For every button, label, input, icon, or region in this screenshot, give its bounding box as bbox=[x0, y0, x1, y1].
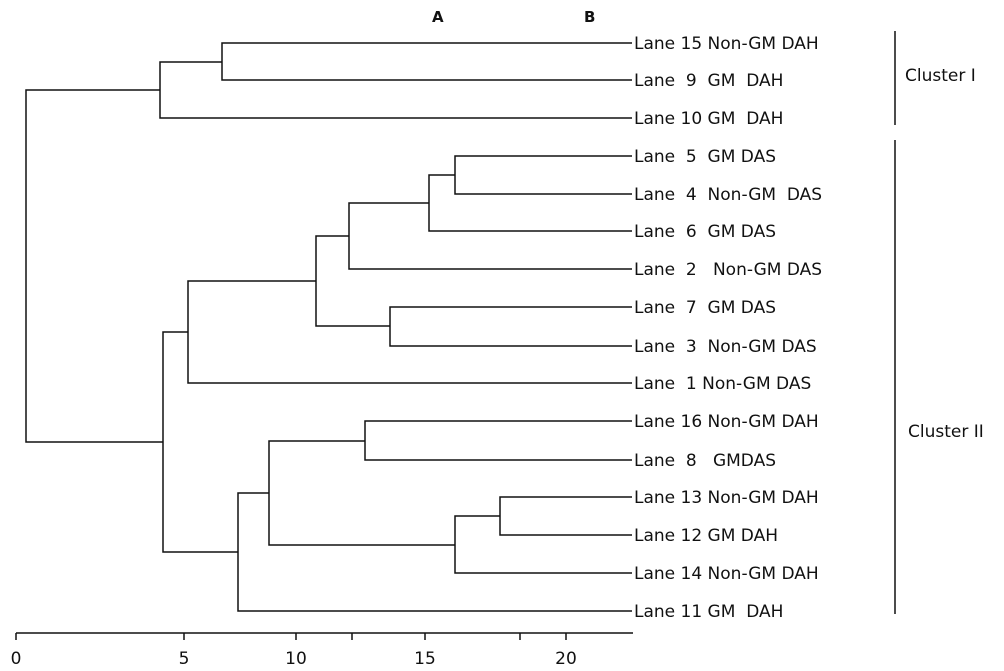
leaf-label: Lane 8 GMDAS bbox=[634, 451, 776, 471]
link-7-3 bbox=[389, 306, 632, 347]
x-tick-label: 10 bbox=[285, 649, 307, 669]
link-54-6 bbox=[428, 174, 632, 232]
column-header-a: A bbox=[432, 8, 444, 26]
link-das-sub bbox=[315, 235, 390, 327]
leaf-label: Lane 13 Non-GM DAH bbox=[634, 488, 819, 508]
leaf-label: Lane 5 GM DAS bbox=[634, 147, 776, 167]
leaf-label: Lane 10 GM DAH bbox=[634, 109, 783, 129]
leaf-label: Lane 11 GM DAH bbox=[634, 602, 783, 622]
link-16-8 bbox=[364, 420, 632, 461]
leaf-label: Lane 14 Non-GM DAH bbox=[634, 564, 819, 584]
link-c1 bbox=[159, 61, 632, 119]
link-546-2 bbox=[348, 202, 632, 270]
link-root bbox=[25, 89, 163, 443]
x-tick-label: 15 bbox=[414, 649, 436, 669]
tree-links bbox=[25, 42, 632, 612]
leaf-label: Lane 1 Non-GM DAS bbox=[634, 374, 811, 394]
link-das-1 bbox=[187, 280, 632, 384]
link-1312-14 bbox=[454, 515, 632, 574]
link-5-4 bbox=[454, 155, 632, 195]
x-tick-label: 5 bbox=[179, 649, 190, 669]
link-dah-sub bbox=[268, 440, 455, 546]
leaf-label: Lane 16 Non-GM DAH bbox=[634, 412, 819, 432]
leaf-label: Lane 3 Non-GM DAS bbox=[634, 337, 817, 357]
link-c2 bbox=[162, 331, 238, 553]
column-header-b: B bbox=[584, 8, 595, 26]
leaf-label: Lane 9 GM DAH bbox=[634, 71, 783, 91]
leaf-label: Lane 7 GM DAS bbox=[634, 298, 776, 318]
leaf-label: Lane 2 Non-GM DAS bbox=[634, 260, 822, 280]
link-dah-11 bbox=[237, 492, 632, 612]
leaf-label: Lane 6 GM DAS bbox=[634, 222, 776, 242]
x-tick-label: 20 bbox=[555, 649, 577, 669]
leaf-labels: Lane 15 Non-GM DAH Lane 9 GM DAH Lane 10… bbox=[634, 34, 822, 622]
link-15-9 bbox=[221, 42, 632, 81]
leaf-label: Lane 12 GM DAH bbox=[634, 526, 778, 546]
cluster-1-label: Cluster I bbox=[905, 66, 976, 86]
leaf-label: Lane 15 Non-GM DAH bbox=[634, 34, 819, 54]
cluster-2-label: Cluster II bbox=[908, 422, 984, 442]
x-tick-label: 0 bbox=[11, 649, 22, 669]
leaf-label: Lane 4 Non-GM DAS bbox=[634, 185, 822, 205]
link-13-12 bbox=[499, 496, 632, 536]
